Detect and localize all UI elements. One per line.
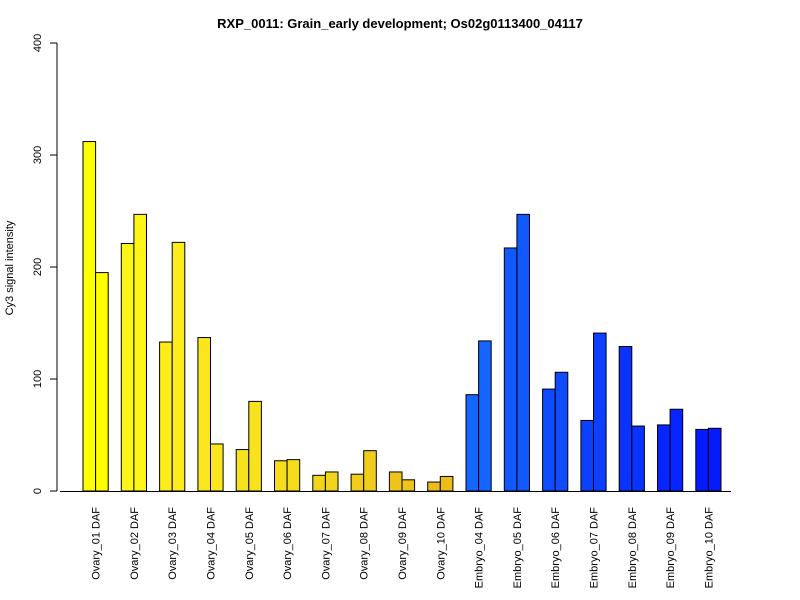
bars-group [82,141,722,492]
chart-title: RXP_0011: Grain_early development; Os02g… [217,16,583,31]
bar [542,388,556,492]
bar [133,213,147,492]
bar [324,471,339,492]
bar [350,473,365,492]
x-tick-label: Ovary_07 DAF [320,507,332,580]
bar [95,272,109,492]
bar [235,449,250,492]
bar [197,337,211,492]
x-tick-labels: Ovary_01 DAF Ovary_02 DAF Ovary_03 DAF Ovar… [91,507,716,589]
x-tick-label: Ovary_06 DAF [282,507,294,580]
bar [554,371,569,492]
bar [593,332,607,492]
y-tick-label: 300 [32,146,44,164]
bar [478,340,492,492]
bar [312,474,326,492]
x-tick-label: Ovary_01 DAF [91,507,103,580]
y-tick-label: 200 [32,258,44,276]
bar [159,341,173,492]
bar [580,419,595,492]
bar [516,213,531,492]
x-tick-label: Ovary_03 DAF [167,507,179,580]
y-tick-label: 0 [32,488,44,494]
x-tick-label: Ovary_10 DAF [435,507,447,580]
bar [363,450,377,492]
bar [248,400,262,492]
bar [631,425,645,492]
x-tick-label: Ovary_09 DAF [397,507,409,580]
bar [171,241,186,492]
y-axis-label: Cy3 signal intensity [4,220,16,315]
x-tick-label: Embryo_08 DAF [627,507,639,589]
x-tick-label: Embryo_09 DAF [665,507,677,589]
x-tick-label: Embryo_04 DAF [474,507,486,589]
bar [401,479,416,492]
bar [465,394,480,492]
bar [82,141,97,492]
x-tick-label: Ovary_04 DAF [206,507,218,580]
bar [669,408,684,492]
x-tick-label: Embryo_07 DAF [589,507,601,589]
bar [707,427,722,492]
bar [210,443,224,492]
bar [274,460,288,492]
y-axis: 0 100 200 300 400 [32,34,58,494]
bar [286,459,301,492]
x-tick-label: Ovary_08 DAF [359,507,371,580]
bar [427,481,441,492]
y-tick-label: 400 [32,34,44,52]
x-tick-label: Embryo_10 DAF [703,507,715,589]
bar [503,247,518,492]
bar [618,346,633,492]
x-tick-label: Embryo_06 DAF [550,507,562,589]
bar [388,471,403,492]
x-tick-label: Ovary_05 DAF [244,507,256,580]
x-tick-label: Embryo_05 DAF [512,507,524,589]
bar [657,424,671,492]
bar [120,242,135,492]
y-tick-label: 100 [32,370,44,388]
x-tick-label: Ovary_02 DAF [129,507,141,580]
bar [695,428,709,492]
bar [439,475,454,492]
